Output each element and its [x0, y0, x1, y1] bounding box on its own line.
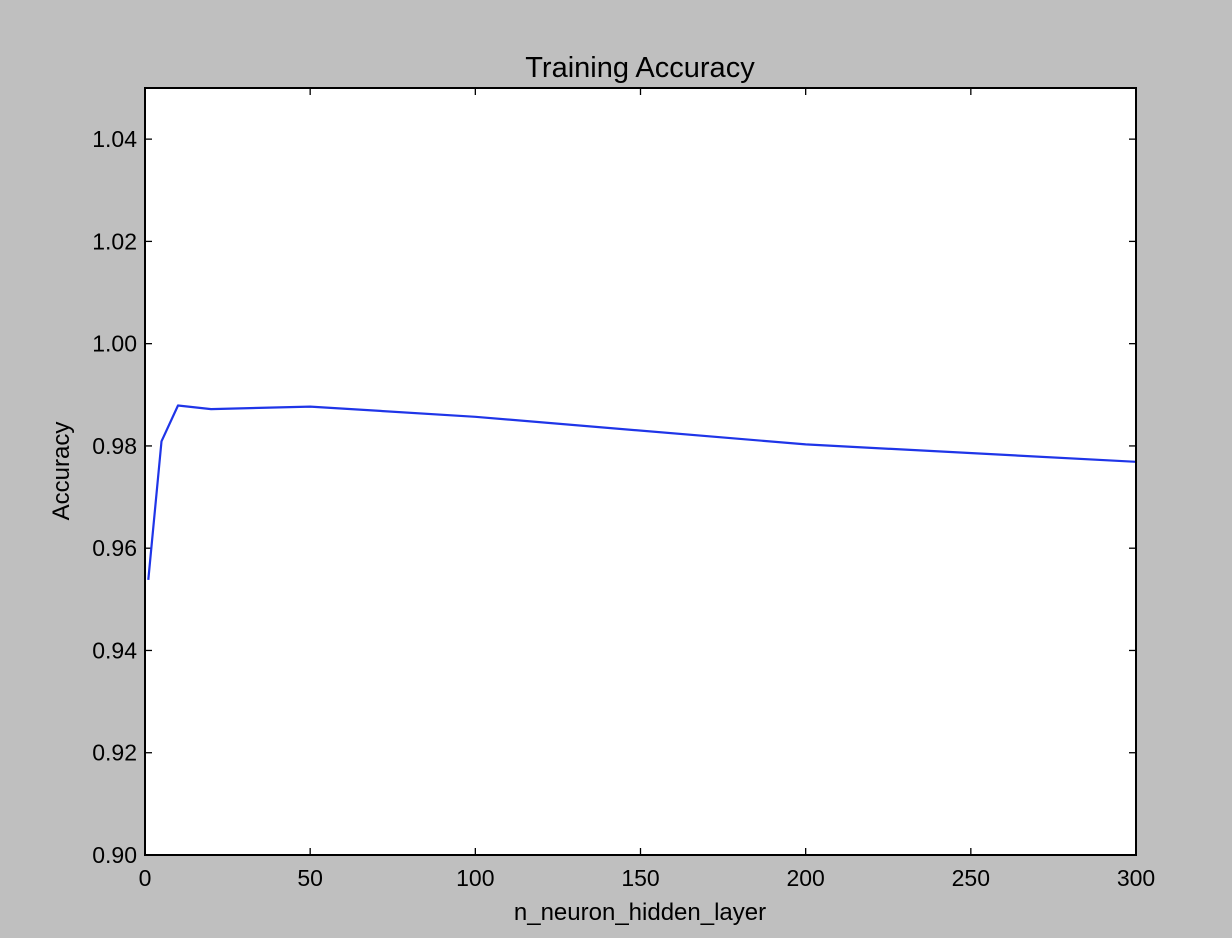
y-tick-labels: 0.90 0.92 0.94 0.96 0.98 1.00 1.02 1.04 — [92, 126, 137, 868]
x-tick-label: 250 — [952, 865, 990, 891]
x-tick-labels: 0 50 100 150 200 250 300 — [139, 865, 1156, 891]
y-tick-label: 0.90 — [92, 842, 137, 868]
x-tick-label: 0 — [139, 865, 152, 891]
x-axis-label: n_neuron_hidden_layer — [514, 899, 766, 926]
series-lines — [147, 404, 1137, 581]
series-line — [147, 404, 1137, 581]
x-tick-label: 100 — [456, 865, 494, 891]
chart-title: Training Accuracy — [525, 52, 755, 84]
x-tick-label: 150 — [621, 865, 659, 891]
data-point — [474, 416, 476, 418]
data-point — [805, 443, 807, 445]
y-tick-label: 0.92 — [92, 740, 137, 766]
plot-frame — [144, 87, 1137, 856]
y-tick-label: 1.02 — [92, 228, 137, 254]
y-tick-label: 0.98 — [92, 433, 137, 459]
data-point — [147, 579, 149, 581]
plot-area — [145, 88, 1136, 855]
y-tick-label: 1.04 — [92, 126, 137, 152]
x-tick-label: 300 — [1117, 865, 1155, 891]
x-tick-label: 200 — [786, 865, 824, 891]
y-axis-label: Accuracy — [48, 422, 75, 521]
data-point — [160, 440, 162, 442]
data-point — [177, 404, 179, 406]
y-tick-label: 0.94 — [92, 637, 137, 663]
y-tick-label: 0.96 — [92, 535, 137, 561]
data-point — [309, 405, 311, 407]
y-tick-label: 1.00 — [92, 331, 137, 357]
data-point — [210, 408, 212, 410]
x-tick-label: 50 — [297, 865, 323, 891]
